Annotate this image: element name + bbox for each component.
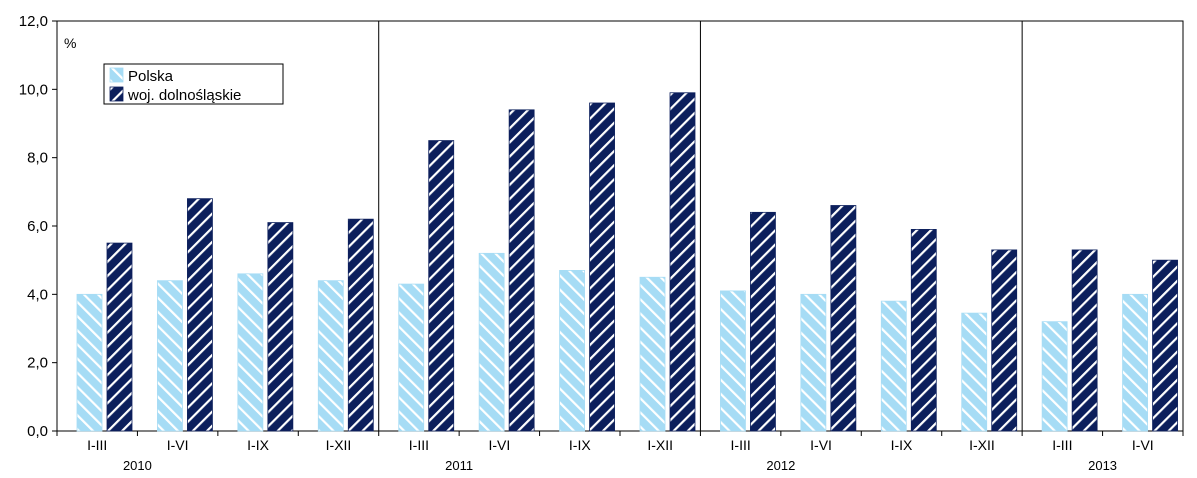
bar-polska: [398, 283, 425, 432]
bar-dolnoslaskie: [106, 242, 133, 432]
legend-swatch-dolnoslaskie: [109, 86, 124, 102]
bar-polska: [237, 273, 264, 432]
bar-dolnoslaskie: [669, 92, 696, 432]
bar-polska: [317, 280, 344, 432]
bar-dolnoslaskie: [508, 109, 535, 432]
bar-polska: [880, 300, 907, 432]
bar-dolnoslaskie: [910, 229, 937, 432]
group-label: 2013: [1088, 458, 1117, 473]
bar-polska: [961, 312, 988, 432]
bar-dolnoslaskie: [991, 249, 1018, 432]
bar-dolnoslaskie: [1071, 249, 1098, 432]
bar-dolnoslaskie: [428, 140, 455, 432]
x-tick-label: I-XII: [326, 437, 352, 453]
bar-polska: [1122, 293, 1148, 432]
bar-polska: [478, 252, 505, 432]
x-tick-label: I-IX: [569, 437, 591, 453]
x-tick-label: I-III: [87, 437, 107, 453]
x-tick-label: I-VI: [1132, 437, 1154, 453]
y-tick-label: 4,0: [27, 286, 48, 303]
bar-dolnoslaskie: [589, 102, 615, 432]
bar-polska: [800, 293, 827, 432]
x-tick-label: I-VI: [488, 437, 510, 453]
y-tick-label: 12,0: [19, 13, 48, 30]
bar-dolnoslaskie: [1152, 259, 1178, 432]
x-tick-label: I-IX: [247, 437, 269, 453]
bar-dolnoslaskie: [750, 211, 776, 432]
group-label: 2010: [123, 458, 152, 473]
bar-dolnoslaskie: [347, 218, 374, 432]
y-tick-label: 8,0: [27, 150, 48, 167]
group-label: 2011: [445, 458, 473, 473]
x-tick-label: I-III: [1052, 437, 1072, 453]
x-tick-label: I-IX: [891, 437, 913, 453]
legend-box: [103, 63, 284, 105]
y-tick-label: 10,0: [19, 81, 48, 98]
bar-polska: [720, 290, 746, 432]
bar-polska: [559, 270, 585, 432]
bar-polska: [1041, 321, 1068, 432]
x-tick-label: I-III: [409, 437, 429, 453]
y-axis-unit-label: %: [64, 35, 76, 51]
bar-polska: [76, 293, 103, 432]
x-tick-label: I-XII: [647, 437, 673, 453]
group-label: 2012: [766, 458, 795, 473]
x-tick-label: I-VI: [810, 437, 832, 453]
y-tick-label: 6,0: [27, 218, 48, 235]
x-tick-label: I-III: [731, 437, 751, 453]
legend: Polska woj. dolnośląskie: [103, 63, 284, 105]
legend-swatch-polska: [109, 67, 124, 83]
y-tick-label: 2,0: [27, 355, 48, 372]
bar-dolnoslaskie: [267, 222, 294, 432]
bar-dolnoslaskie: [187, 198, 213, 432]
x-tick-label: I-VI: [167, 437, 189, 453]
y-tick-label: 0,0: [27, 423, 48, 440]
legend-label-dolnoslaskie: woj. dolnośląskie: [127, 87, 241, 104]
bar-polska: [639, 276, 666, 432]
legend-label-polska: Polska: [128, 68, 174, 85]
bar-polska: [157, 280, 183, 432]
bar-dolnoslaskie: [830, 205, 857, 432]
x-tick-label: I-XII: [969, 437, 995, 453]
